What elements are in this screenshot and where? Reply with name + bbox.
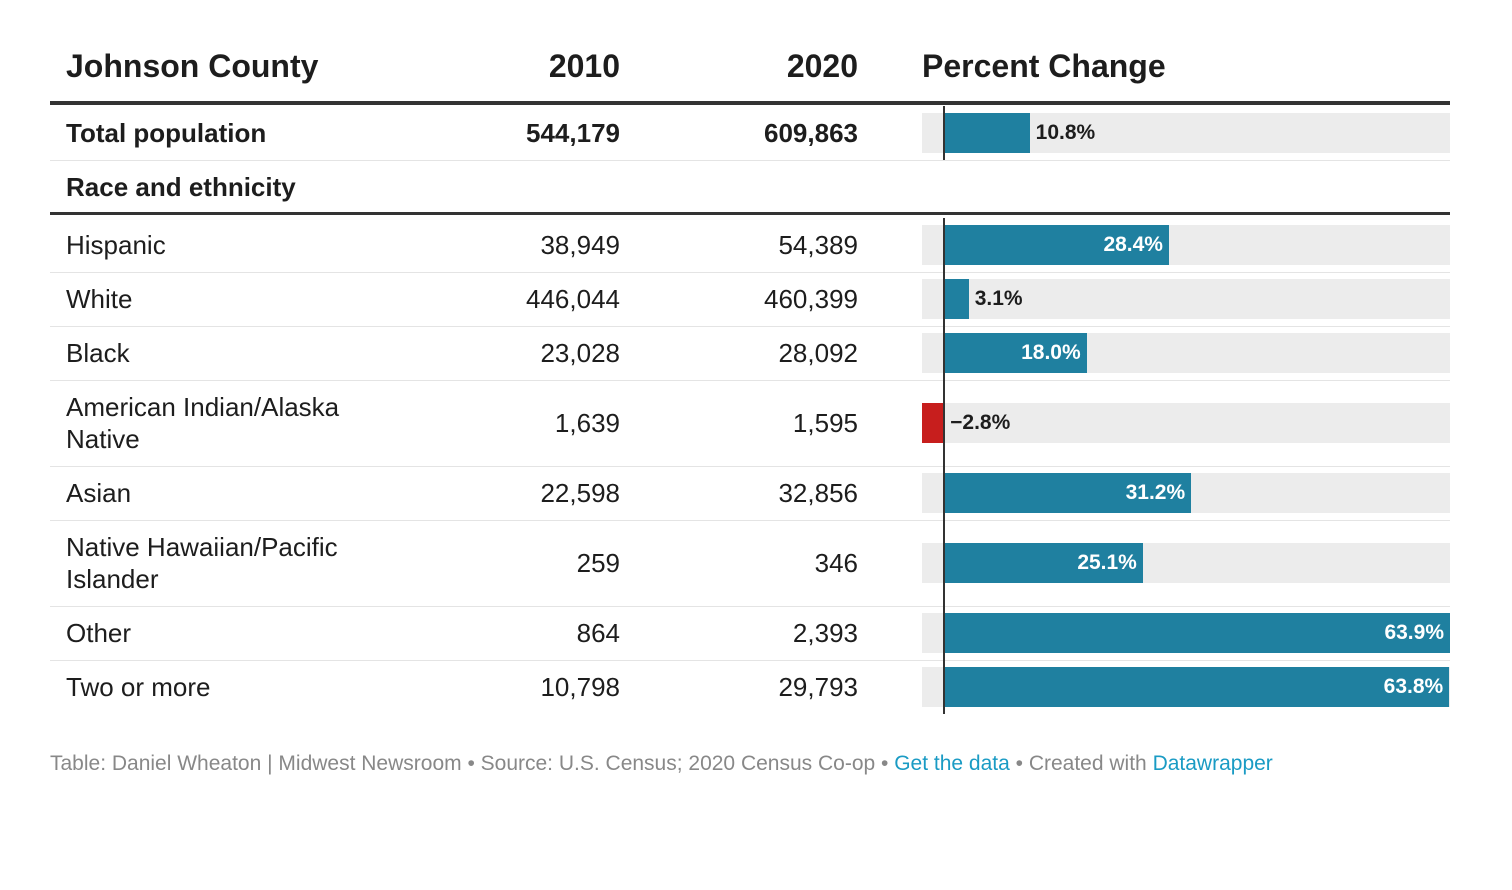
value-2020: 28,092 <box>778 338 858 368</box>
row-label: Native Hawaiian/Pacific Islander <box>66 531 338 595</box>
footer: Table: Daniel Wheaton | Midwest Newsroom… <box>50 752 1273 776</box>
section-rule <box>50 212 1450 215</box>
row-label-line: Hispanic <box>66 230 166 260</box>
table-row: American Indian/Alaska Native 1,639 1,595 −2… <box>50 380 1450 467</box>
table-row: Hispanic 38,949 54,389 28.4% <box>50 218 1450 273</box>
table-row: Native Hawaiian/Pacific Islander 259 346 25.… <box>50 520 1450 607</box>
value-2010: 22,598 <box>540 478 620 508</box>
header-rule <box>50 101 1450 105</box>
value-2020: 460,399 <box>764 284 858 314</box>
value-2010: 259 <box>576 548 620 578</box>
row-label: Other <box>66 617 131 649</box>
value-2020: 609,863 <box>764 118 858 148</box>
row-label: White <box>66 283 132 315</box>
percent-bar <box>944 473 1192 513</box>
table-row: Other 864 2,393 63.9% <box>50 606 1450 661</box>
percent-label: 63.8% <box>1383 675 1444 698</box>
header-2010: 2010 <box>548 48 620 84</box>
table-row: White 446,044 460,399 3.1% <box>50 272 1450 327</box>
value-2020: 2,393 <box>792 618 858 648</box>
percent-label: 28.4% <box>1103 233 1163 256</box>
value-2020: 1,595 <box>792 408 858 438</box>
footer-credit: Table: Daniel Wheaton | Midwest Newsroom… <box>50 752 895 775</box>
table-row: Asian 22,598 32,856 31.2% <box>50 466 1450 521</box>
row-label-line: Other <box>66 618 132 648</box>
value-2020: 32,856 <box>778 478 858 508</box>
row-label: Two or more <box>66 671 211 703</box>
percent-label: 3.1% <box>974 287 1023 310</box>
row-label-line: Two or more <box>66 672 211 702</box>
table-row: Total population 544,179 609,863 10.8% <box>50 106 1450 161</box>
value-2020: 346 <box>814 548 858 578</box>
value-2020: 29,793 <box>778 672 858 702</box>
percent-label: 31.2% <box>1125 481 1186 504</box>
section-race-ethnicity: Race and ethnicity <box>66 172 296 202</box>
percent-bar <box>922 403 945 443</box>
percent-label: 10.8% <box>1035 121 1096 144</box>
row-label: Black <box>66 337 130 369</box>
percent-bar <box>944 333 1087 373</box>
percent-bar <box>944 279 969 319</box>
value-2010: 544,179 <box>526 118 620 148</box>
row-label-line: Black <box>66 338 130 368</box>
percent-label: 63.9% <box>1384 621 1444 644</box>
zero-axis-line <box>943 218 946 714</box>
percent-bar <box>944 667 1450 707</box>
bar-track <box>922 279 1450 319</box>
value-2010: 38,949 <box>540 230 620 260</box>
datawrapper-link[interactable]: Datawrapper <box>1152 752 1273 775</box>
value-2020: 54,389 <box>778 230 858 260</box>
header-percent-change: Percent Change <box>922 48 1166 84</box>
percent-bar <box>944 225 1169 265</box>
table-row: Black 23,028 28,092 18.0% <box>50 326 1450 381</box>
bar-track <box>922 403 1450 443</box>
percent-label: 18.0% <box>1021 341 1081 364</box>
value-2010: 864 <box>576 618 620 648</box>
percent-label: 25.1% <box>1077 551 1137 574</box>
footer-middle: • Created with <box>1009 752 1153 775</box>
row-label-line: Islander <box>66 564 159 594</box>
row-label: American Indian/Alaska Native <box>66 391 339 455</box>
percent-label: −2.8% <box>950 411 1011 434</box>
percent-bar <box>944 113 1030 153</box>
value-2010: 446,044 <box>526 284 620 314</box>
value-2010: 10,798 <box>540 672 620 702</box>
row-label: Total population <box>66 117 266 149</box>
row-label-line: White <box>66 284 133 314</box>
value-2010: 23,028 <box>540 338 620 368</box>
percent-bar <box>944 613 1450 653</box>
zero-axis-line <box>943 106 946 160</box>
row-label: Hispanic <box>66 229 166 261</box>
row-label-line: American Indian/Alaska <box>66 392 340 422</box>
row-label-line: Asian <box>66 478 132 508</box>
header-county: Johnson County <box>66 48 319 84</box>
value-2010: 1,639 <box>554 408 620 438</box>
row-label: Asian <box>66 477 131 509</box>
table-row: Two or more 10,798 29,793 63.8% <box>50 660 1450 714</box>
percent-bar <box>944 543 1143 583</box>
row-label-line: Native Hawaiian/Pacific <box>66 532 338 562</box>
row-label-line: Native <box>66 424 140 454</box>
header-2020: 2020 <box>786 48 858 84</box>
get-data-link[interactable]: Get the data <box>894 752 1010 775</box>
row-label-line: Total population <box>66 118 267 148</box>
table-header: Johnson County 2010 2020 Percent Change <box>50 40 1450 92</box>
